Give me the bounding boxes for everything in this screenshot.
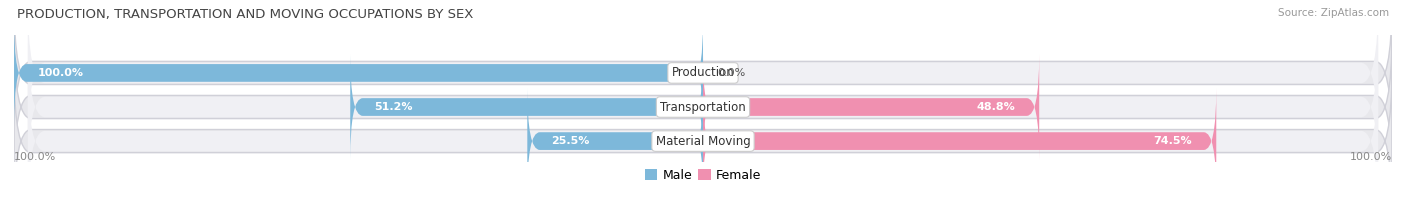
Text: 48.8%: 48.8% [976,102,1015,112]
FancyBboxPatch shape [28,0,1378,148]
FancyBboxPatch shape [28,32,1378,182]
Text: Production: Production [672,66,734,79]
Text: 74.5%: 74.5% [1153,136,1192,146]
Text: 100.0%: 100.0% [38,68,84,78]
Text: 0.0%: 0.0% [717,68,745,78]
FancyBboxPatch shape [350,55,703,160]
Text: Source: ZipAtlas.com: Source: ZipAtlas.com [1278,8,1389,18]
Text: PRODUCTION, TRANSPORTATION AND MOVING OCCUPATIONS BY SEX: PRODUCTION, TRANSPORTATION AND MOVING OC… [17,8,474,21]
Text: 100.0%: 100.0% [1350,152,1392,163]
FancyBboxPatch shape [703,89,1216,194]
Text: Transportation: Transportation [661,100,745,113]
FancyBboxPatch shape [28,66,1378,197]
Text: 51.2%: 51.2% [374,102,413,112]
FancyBboxPatch shape [14,20,703,125]
FancyBboxPatch shape [14,0,1392,147]
Text: 100.0%: 100.0% [14,152,56,163]
FancyBboxPatch shape [14,68,1392,197]
FancyBboxPatch shape [14,33,1392,181]
Legend: Male, Female: Male, Female [640,164,766,187]
FancyBboxPatch shape [703,55,1039,160]
Text: 25.5%: 25.5% [551,136,589,146]
FancyBboxPatch shape [527,89,703,194]
Text: Material Moving: Material Moving [655,135,751,148]
